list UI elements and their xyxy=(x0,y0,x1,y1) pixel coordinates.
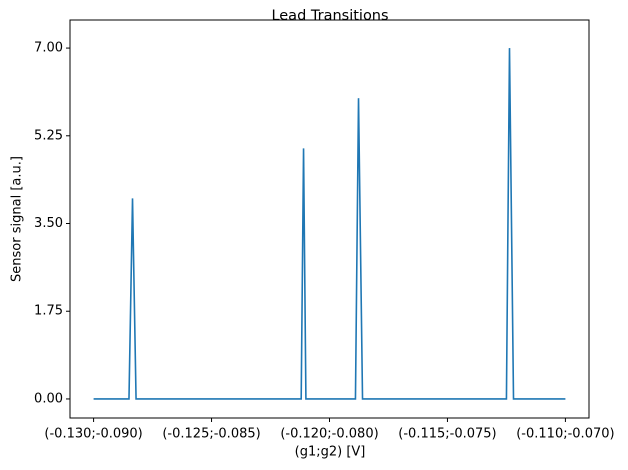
x-tick-label: (-0.110;-0.070) xyxy=(516,427,614,442)
x-tick-label: (-0.130;-0.090) xyxy=(44,427,142,442)
y-tick-label: 7.00 xyxy=(34,41,63,56)
x-tick-label: (-0.125;-0.085) xyxy=(162,427,260,442)
chart-title: Lead Transitions xyxy=(271,8,388,24)
y-tick-label: 5.25 xyxy=(34,128,63,143)
x-axis-label: (g1;g2) [V] xyxy=(295,445,366,460)
line xyxy=(93,48,566,400)
x-tick-label: (-0.115;-0.075) xyxy=(398,427,496,442)
y-tick-label: 0.00 xyxy=(34,391,63,406)
x-tick-label: (-0.120;-0.080) xyxy=(280,427,378,442)
y-tick-label: 3.50 xyxy=(34,216,63,231)
y-tick-label: 1.75 xyxy=(34,304,63,319)
y-axis-label: Sensor signal [a.u.] xyxy=(10,156,25,282)
